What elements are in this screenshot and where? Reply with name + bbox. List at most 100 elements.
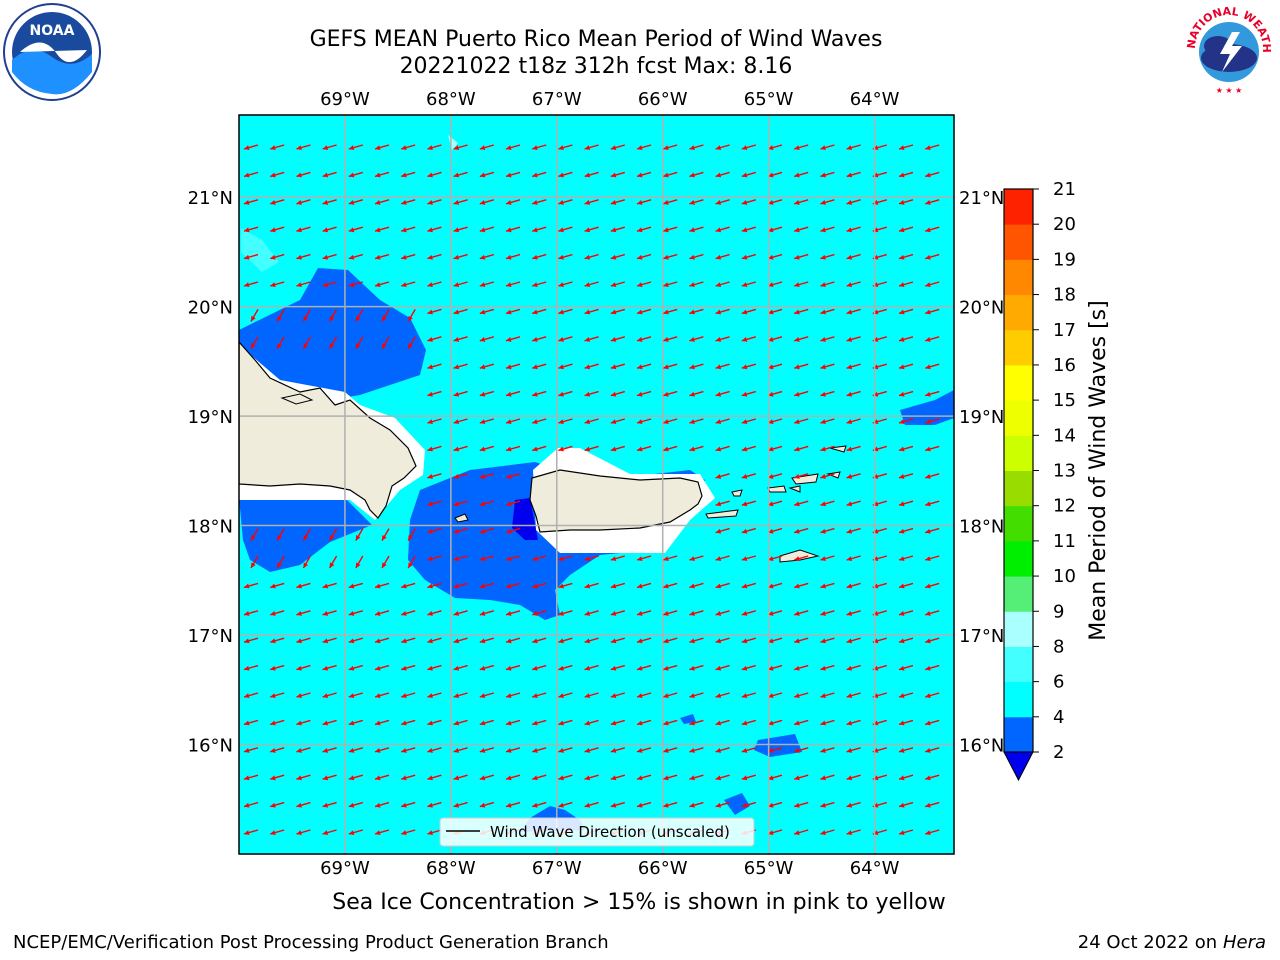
wind-wave-arrowhead [925, 775, 931, 781]
map-gridlines [239, 115, 954, 854]
wind-wave-arrowhead [453, 638, 460, 644]
wind-wave-arrowhead [453, 556, 460, 562]
wind-wave-arrowhead [637, 611, 643, 616]
lat-label-left: 21°N [188, 188, 233, 209]
wind-wave-arrowhead [270, 858, 275, 863]
wind-wave-arrowhead [741, 337, 748, 342]
wind-wave-arrowhead [329, 562, 335, 568]
wind-wave-arrowhead [663, 364, 669, 370]
wind-wave-arrowhead [401, 200, 407, 205]
wind-wave-arrowhead [558, 145, 564, 151]
wind-wave-arrowhead [532, 446, 538, 452]
wind-wave-arrowhead [715, 501, 722, 507]
wind-wave-arrowhead [741, 556, 748, 562]
wind-wave-arrowhead [925, 254, 931, 260]
colorbar-segment [1004, 576, 1033, 612]
wind-wave-arrowhead [270, 802, 276, 808]
wind-wave-arrowhead [244, 145, 250, 151]
wind-wave-arrowhead [244, 720, 250, 726]
wind-wave-arrowhead [427, 145, 433, 151]
colorbar-segment [1004, 400, 1033, 436]
wind-wave-arrowhead [610, 200, 617, 205]
wind-wave-arrowhead [348, 720, 355, 726]
wind-wave-arrowhead [453, 227, 460, 233]
wind-wave-arrowhead [794, 200, 800, 205]
wind-wave-arrowhead [348, 254, 355, 260]
wind-wave-arrowhead [251, 562, 256, 568]
wind-wave-arrowhead [375, 200, 381, 205]
wind-wave-arrowhead [453, 748, 460, 753]
wind-wave-arrowhead [846, 337, 853, 342]
wind-wave-arrowhead [348, 200, 355, 205]
wind-wave-arrowhead [846, 282, 853, 288]
wind-wave-arrowhead [794, 858, 799, 863]
wind-wave-arrowhead [408, 315, 413, 322]
colorbar-tick-label: 2 [1053, 742, 1064, 763]
wind-wave-arrowhead [715, 172, 722, 178]
wave-period-region [754, 734, 802, 757]
wind-wave-arrowhead [715, 337, 722, 342]
wind-wave-arrowhead [277, 343, 282, 349]
wind-wave-arrowhead [899, 282, 905, 288]
wind-wave-arrowhead [296, 583, 302, 589]
wave-period-region [724, 793, 750, 815]
wind-wave-arrowhead [846, 556, 853, 562]
wind-wave-arrowhead [794, 720, 800, 726]
wind-wave-arrowhead [584, 638, 591, 644]
wind-wave-arrowhead [453, 446, 460, 452]
wind-wave-arrowhead [794, 528, 800, 534]
wind-wave-arrowhead [741, 200, 748, 205]
wind-wave-arrowhead [558, 556, 564, 562]
wind-wave-arrowhead [741, 775, 748, 781]
wind-wave-arrowhead [479, 501, 486, 507]
wind-wave-arrowhead [506, 611, 512, 616]
wind-wave-arrowhead [584, 200, 591, 205]
wind-wave-arrowhead [899, 446, 905, 452]
wind-wave-arrowhead [479, 172, 486, 178]
wind-wave-arrowhead [637, 446, 643, 452]
colorbar-tick-label: 4 [1053, 707, 1064, 728]
wind-wave-arrowhead [453, 391, 460, 397]
wind-wave-arrowhead [532, 693, 538, 699]
wind-wave-arrowhead [716, 858, 721, 863]
wind-wave-arrowhead [689, 611, 695, 616]
lon-label-bottom: 68°W [426, 858, 476, 879]
wind-wave-arrowhead [820, 200, 826, 205]
wind-wave-arrowhead [506, 638, 512, 644]
wind-wave-arrowhead [899, 583, 905, 589]
colorbar-segment [1004, 470, 1033, 507]
wind-wave-arrowhead [506, 391, 512, 397]
wind-wave-arrowhead [794, 419, 800, 425]
colorbar-tick-label: 16 [1053, 355, 1076, 376]
wind-wave-arrowhead [846, 528, 853, 534]
wind-wave-arrowhead [689, 145, 695, 151]
wind-wave-arrowhead [584, 748, 591, 753]
wind-wave-arrowhead [382, 315, 387, 322]
wind-wave-arrowhead [479, 720, 486, 726]
wind-wave-arrowhead [637, 665, 643, 671]
wind-wave-arrowhead [925, 830, 931, 836]
wind-wave-arrowhead [820, 775, 826, 781]
wind-wave-arrowhead [610, 145, 617, 151]
wind-wave-arrowhead [794, 337, 800, 342]
wind-wave-arrowhead [610, 611, 617, 616]
wind-wave-arrowhead [741, 583, 748, 589]
wind-wave-arrowhead [899, 227, 905, 233]
wind-wave-arrowhead [794, 446, 800, 452]
wind-wave-arrowhead [296, 282, 302, 288]
wind-wave-arrowhead [794, 611, 800, 616]
noaa-logo-text: NOAA [30, 23, 75, 39]
wind-wave-arrowhead [899, 200, 905, 205]
wind-wave-arrowhead [401, 254, 407, 260]
wind-wave-arrowhead [820, 802, 826, 808]
lat-label-right: 20°N [959, 298, 1004, 319]
wind-wave-arrowhead [846, 227, 853, 233]
wind-wave-arrowhead [794, 693, 800, 699]
wind-wave-arrowhead [715, 528, 722, 534]
wind-wave-arrowhead [584, 227, 591, 233]
wind-wave-arrowhead [637, 802, 643, 808]
wind-wave-arrowhead [348, 665, 355, 671]
wind-wave-arrowhead [427, 528, 433, 534]
wind-wave-arrowhead [689, 391, 695, 397]
wind-wave-arrowhead [270, 200, 276, 205]
